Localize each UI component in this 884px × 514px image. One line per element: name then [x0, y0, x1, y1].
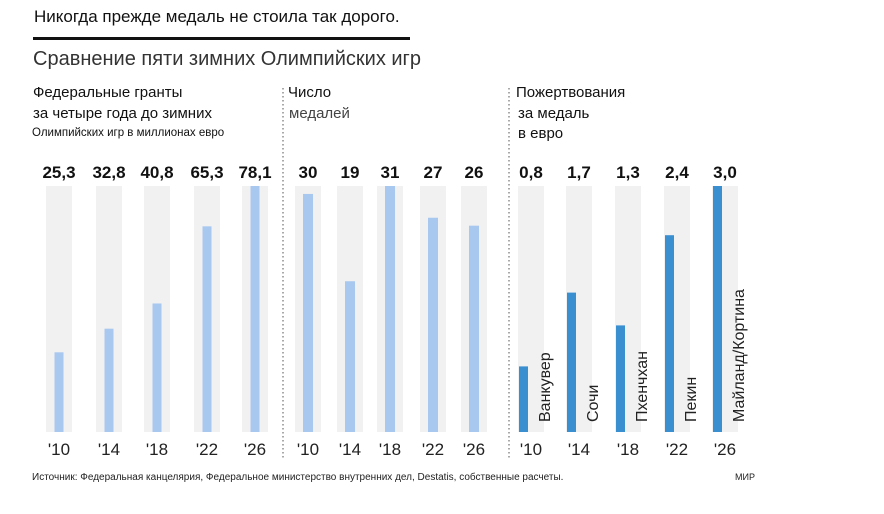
donations-year-label-0: '10 — [520, 440, 542, 459]
grants-bar-2 — [152, 303, 162, 432]
donations-value-label-3: 2,4 — [665, 163, 689, 182]
medals-year-label-3: '22 — [422, 440, 444, 459]
donations-value-label-0: 0,8 — [519, 163, 543, 182]
medals-value-label-4: 26 — [465, 163, 484, 182]
medals-value-label-2: 31 — [381, 163, 400, 182]
grants-year-label-3: '22 — [196, 440, 218, 459]
headline: Никогда прежде медаль не стоила так доро… — [34, 7, 400, 26]
medals-year-label-4: '26 — [463, 440, 485, 459]
medals-year-label-1: '14 — [339, 440, 361, 459]
grants-bar-0 — [54, 352, 64, 432]
grants-value-label-4: 78,1 — [238, 163, 271, 182]
medals-panel-subtitle: медалей — [289, 105, 350, 122]
donations-bar-2 — [616, 325, 625, 432]
medals-panel-title: Число — [288, 84, 332, 101]
donations-year-label-3: '22 — [666, 440, 688, 459]
donations-bar-4 — [713, 186, 722, 432]
grants-year-label-4: '26 — [244, 440, 266, 459]
donations-bar-3 — [665, 235, 674, 432]
donations-bar-1 — [567, 292, 576, 432]
grants-year-label-0: '10 — [48, 440, 70, 459]
donations-value-label-1: 1,7 — [567, 163, 591, 182]
donations-year-label-2: '18 — [617, 440, 639, 459]
medals-year-label-2: '18 — [379, 440, 401, 459]
host-city-label-0: Ванкувер — [537, 352, 554, 422]
host-city-label-2: Пхенчхан — [634, 351, 651, 422]
host-city-label-4: Майланд/Кортина — [731, 289, 748, 422]
medals-value-label-3: 27 — [424, 163, 443, 182]
grants-value-label-0: 25,3 — [42, 163, 75, 182]
medals-bar-4 — [469, 225, 479, 432]
credit: МИР — [735, 472, 755, 482]
grants-panel-subtitle-1: за четыре года до зимних — [33, 105, 212, 122]
medals-year-label-0: '10 — [297, 440, 319, 459]
grants-panel-subtitle-2: Олимпийских игр в миллионах евро — [32, 127, 225, 139]
host-city-label-1: Сочи — [585, 385, 602, 422]
donations-year-label-1: '14 — [568, 440, 590, 459]
medals-bar-3 — [428, 217, 438, 432]
grants-bar-1 — [104, 328, 114, 432]
grants-year-label-2: '18 — [146, 440, 168, 459]
grants-value-label-3: 65,3 — [190, 163, 223, 182]
donations-value-label-2: 1,3 — [616, 163, 640, 182]
donations-year-label-4: '26 — [714, 440, 736, 459]
medals-bar-2 — [385, 186, 395, 432]
grants-value-label-2: 40,8 — [140, 163, 173, 182]
grants-value-label-1: 32,8 — [92, 163, 125, 182]
host-city-label-3: Пекин — [683, 377, 700, 422]
grants-year-label-1: '14 — [98, 440, 120, 459]
donations-panel-title: Пожертвования — [516, 84, 626, 101]
medals-value-label-1: 19 — [341, 163, 360, 182]
medals-value-label-0: 30 — [299, 163, 318, 182]
medals-bar-1 — [345, 281, 355, 432]
grants-panel-title: Федеральные гранты — [33, 84, 183, 101]
donations-panel-subtitle-2: в евро — [518, 125, 564, 142]
donations-panel-subtitle-1: за медаль — [518, 105, 590, 122]
medals-bar-0 — [303, 193, 313, 432]
chart-subtitle: Сравнение пяти зимних Олимпийских игр — [33, 48, 421, 70]
source-note: Источник: Федеральная канцелярия, Федера… — [32, 472, 564, 483]
donations-bar-0 — [519, 366, 528, 432]
donations-value-label-4: 3,0 — [713, 163, 737, 182]
grants-bar-3 — [202, 226, 212, 432]
grants-bar-4 — [250, 186, 260, 432]
headline-rule — [33, 37, 410, 40]
